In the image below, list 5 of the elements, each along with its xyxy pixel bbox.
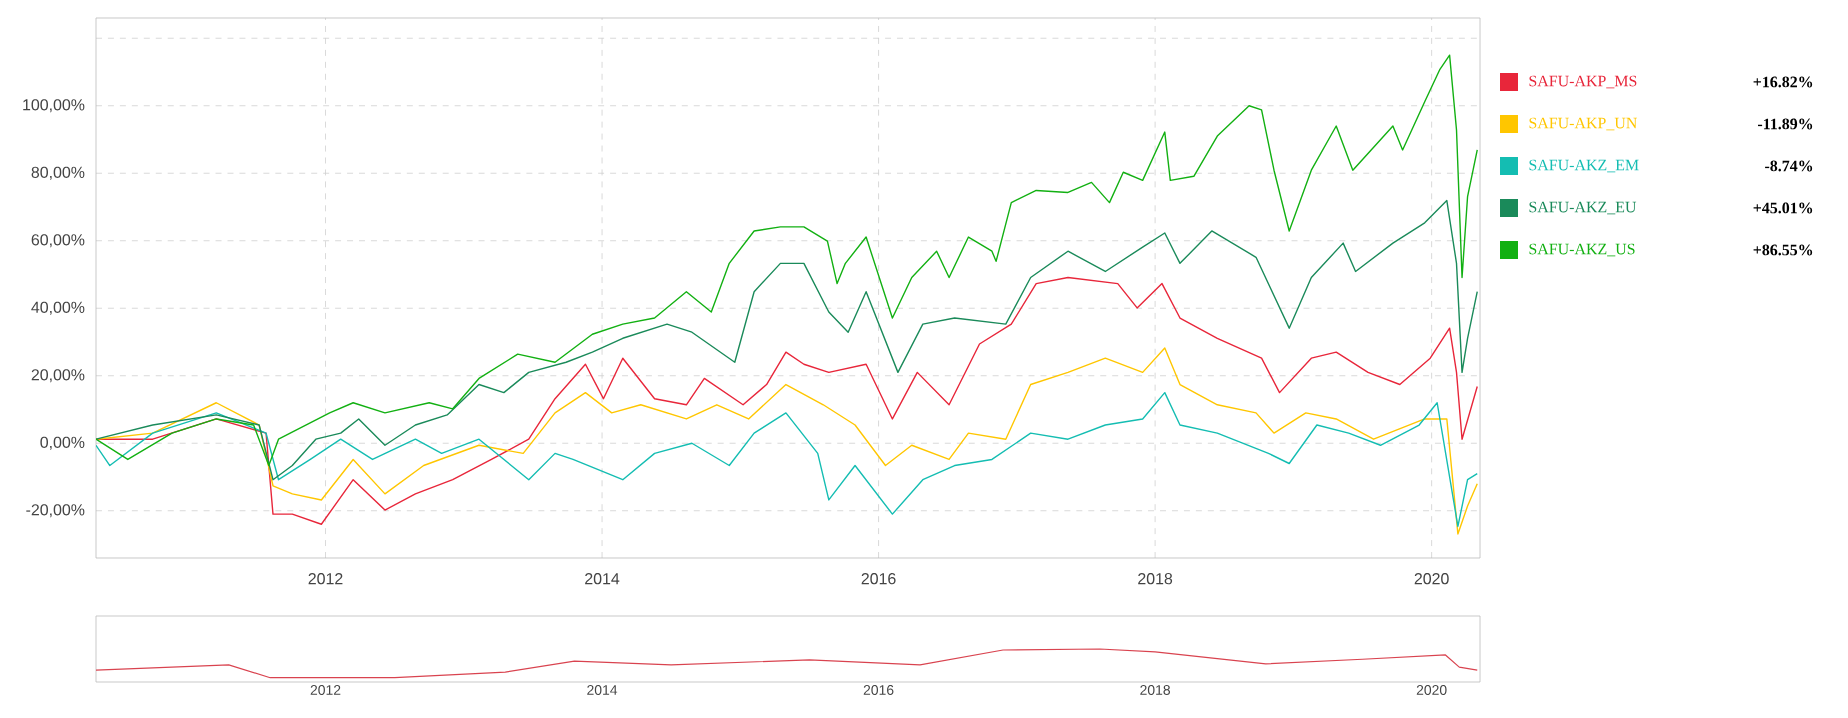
line-series [96, 199, 1478, 481]
line-series [96, 347, 1478, 535]
line-series [96, 276, 1478, 525]
line-series [96, 391, 1478, 527]
line-series [96, 54, 1478, 467]
